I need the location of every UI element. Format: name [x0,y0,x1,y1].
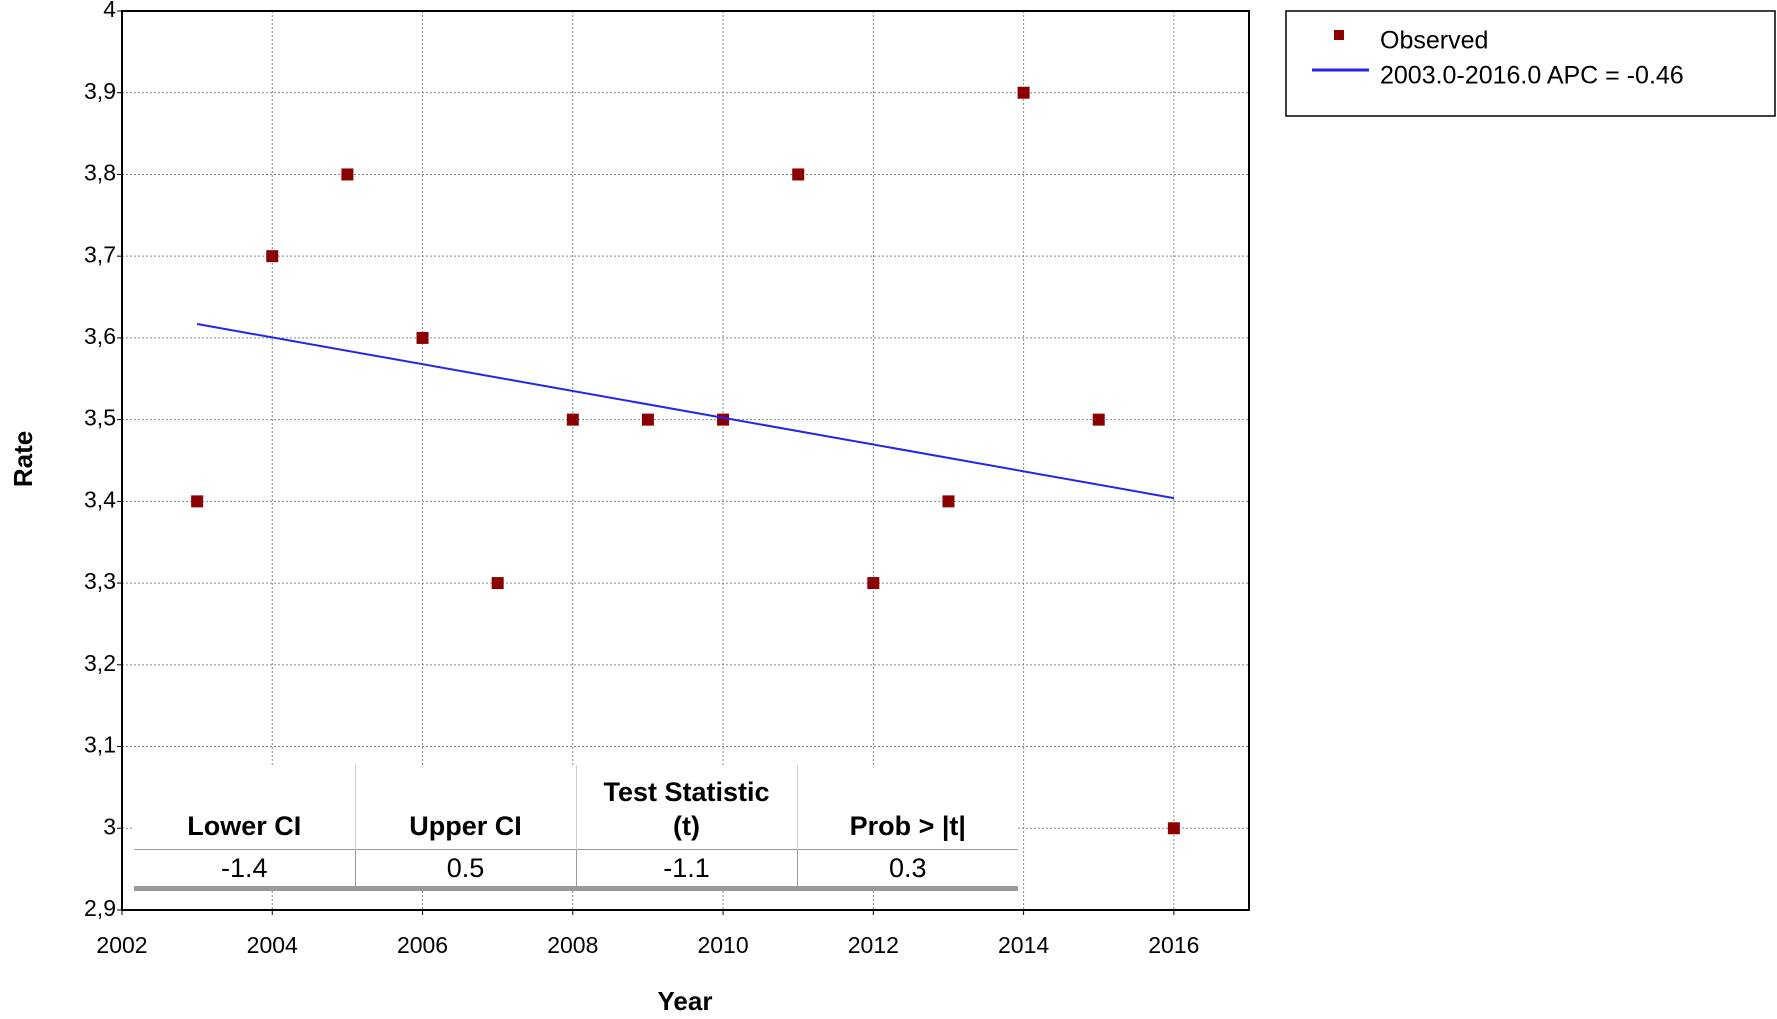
y-tick-label: 3 [103,813,116,839]
x-tick-label: 2002 [96,932,147,958]
point [792,168,805,181]
y-tick-label: 3,9 [84,78,116,104]
x-tick-label: 2012 [848,932,899,958]
legend-marker [1334,30,1344,40]
table-cell: 0.5 [354,849,576,891]
x-axis-label: Year [658,986,713,1016]
y-tick-label: 3,3 [84,568,116,594]
point [1167,822,1180,835]
y-tick-label: 3,4 [84,486,116,512]
column-header: Upper CI [354,765,576,850]
y-axis-label: Rate [8,431,38,487]
point [641,413,654,426]
y-tick-label: 3,8 [84,160,116,186]
table-cell: 0.3 [796,849,1018,891]
y-tick-label: 3,6 [84,323,116,349]
y-tick-label: 3,1 [84,732,116,758]
legend-label: 2003.0-2016.0 APC = -0.46 [1380,62,1684,90]
column-header: Prob > |t| [796,765,1018,850]
point [341,168,354,181]
trend-line [196,323,1175,500]
table-row: -1.4 0.5 -1.1 0.3 [134,849,1018,891]
x-tick-label: 2008 [547,932,598,958]
legend-label: Observed [1380,27,1488,55]
point [942,495,955,508]
y-tick-label: 3,5 [84,405,116,431]
y-tick-label: 4 [103,0,116,22]
column-header: Test Statistic (t) [575,765,797,850]
table-cell: -1.1 [575,849,797,891]
column-header: Lower CI [187,811,302,841]
x-tick-label: 2014 [998,932,1049,958]
stats-table: Lower CI Upper CI Test Statistic (t) Prob >… [134,765,1018,891]
point [266,250,279,263]
point [191,495,204,508]
point [1017,86,1030,99]
x-tick-label: 2010 [697,932,748,958]
table-cell: -1.4 [134,849,355,891]
point [416,331,429,344]
x-tick-label: 2006 [397,932,448,958]
x-tick-label: 2016 [1148,932,1199,958]
x-tick-label: 2004 [247,932,298,958]
y-tick-label: 3,7 [84,241,116,267]
y-tick-label: 3,2 [84,650,116,676]
point [867,577,880,590]
legend-box [1285,10,1776,117]
point [1092,413,1105,426]
point [717,413,730,426]
point [566,413,579,426]
plot-frame [121,10,1250,911]
point [491,577,504,590]
y-tick-label: 2,9 [84,895,116,921]
